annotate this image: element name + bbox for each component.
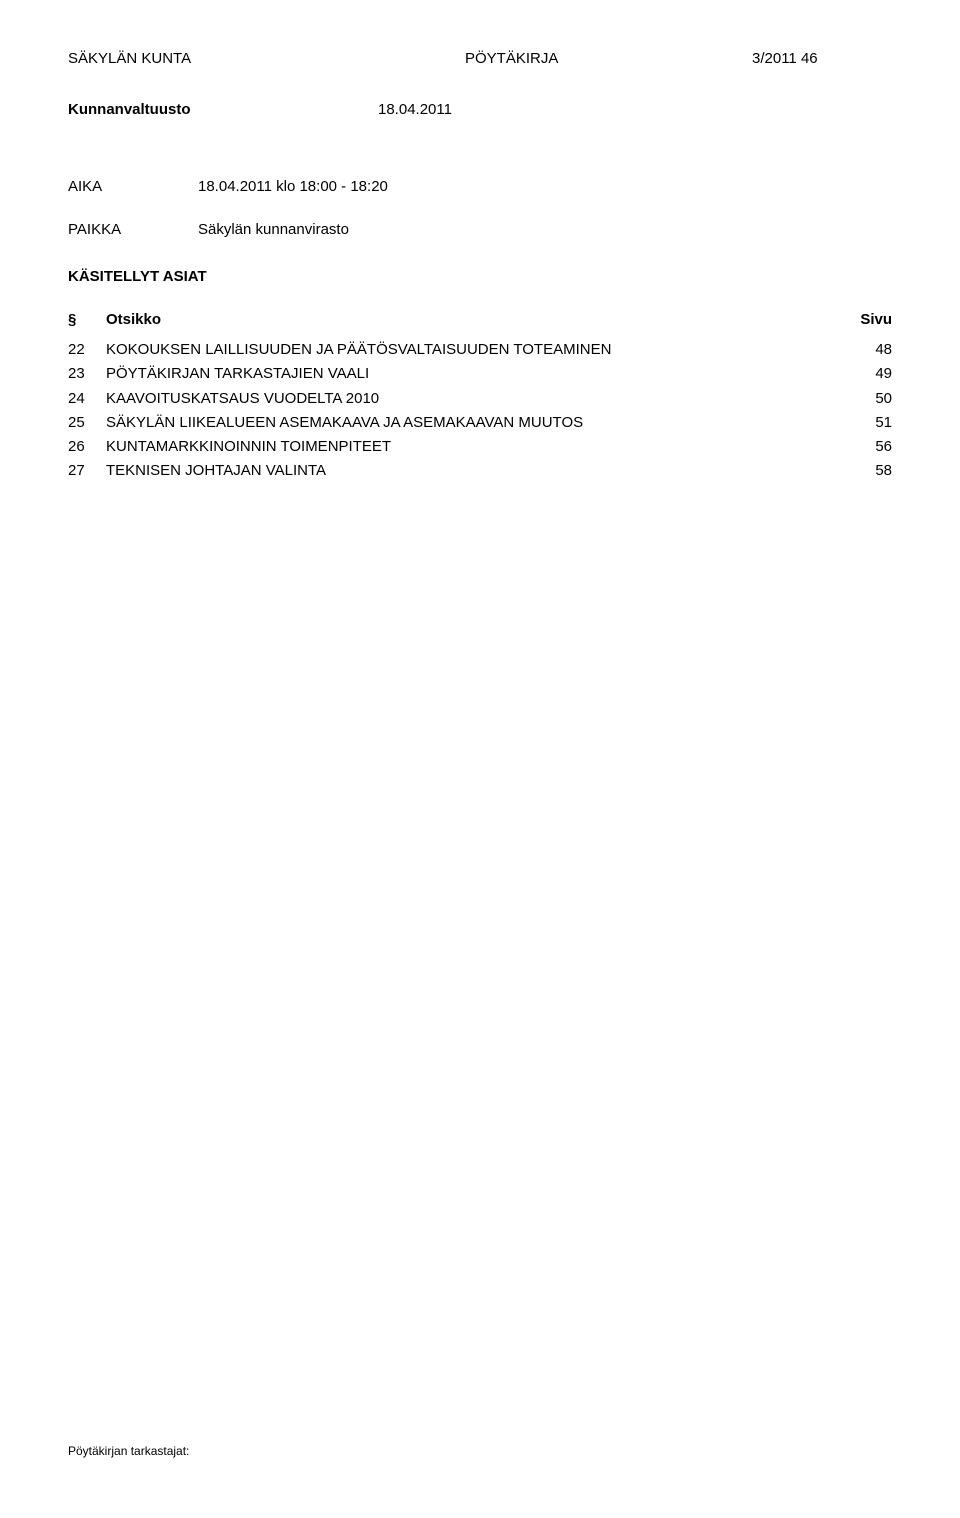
toc-header-title: Otsikko: [106, 311, 832, 328]
toc-num: 23: [68, 364, 106, 382]
sub-header: Kunnanvaltuusto 18.04.2011: [68, 101, 892, 118]
page-number: 46: [801, 50, 818, 67]
footer-text: Pöytäkirjan tarkastajat:: [68, 1444, 189, 1458]
toc-num: 26: [68, 437, 106, 455]
toc-row: 24 KAAVOITUSKATSAUS VUODELTA 2010 50: [68, 389, 892, 409]
toc-row: 22 KOKOUKSEN LAILLISUUDEN JA PÄÄTÖSVALTA…: [68, 340, 892, 360]
toc-num: 27: [68, 461, 106, 479]
time-label: AIKA: [68, 178, 198, 195]
toc-header-section: §: [68, 311, 106, 328]
body-name: Kunnanvaltuusto: [68, 101, 378, 118]
toc-title: SÄKYLÄN LIIKEALUEEN ASEMAKAAVA JA ASEMAK…: [106, 413, 832, 433]
agenda-heading: KÄSITELLYT ASIAT: [68, 268, 892, 285]
document-number: 3/2011: [752, 50, 797, 67]
toc-title: PÖYTÄKIRJAN TARKASTAJIEN VAALI: [106, 364, 832, 384]
document-type: PÖYTÄKIRJA: [465, 50, 665, 67]
toc-page: 56: [832, 437, 892, 455]
toc-title: KOKOUKSEN LAILLISUUDEN JA PÄÄTÖSVALTAISU…: [106, 340, 832, 360]
toc-row: 25 SÄKYLÄN LIIKEALUEEN ASEMAKAAVA JA ASE…: [68, 413, 892, 433]
toc-num: 24: [68, 389, 106, 407]
place-row: PAIKKA Säkylän kunnanvirasto: [68, 221, 892, 238]
meeting-date: 18.04.2011: [378, 101, 578, 118]
toc-row: 27 TEKNISEN JOHTAJAN VALINTA 58: [68, 461, 892, 481]
toc-page: 51: [832, 413, 892, 431]
toc-page: 50: [832, 389, 892, 407]
toc-num: 25: [68, 413, 106, 431]
document-header: SÄKYLÄN KUNTA PÖYTÄKIRJA 3/2011 46: [68, 50, 892, 67]
toc-row: 26 KUNTAMARKKINOINNIN TOIMENPITEET 56: [68, 437, 892, 457]
place-value: Säkylän kunnanvirasto: [198, 221, 349, 238]
municipality-name: SÄKYLÄN KUNTA: [68, 50, 378, 67]
toc-title: TEKNISEN JOHTAJAN VALINTA: [106, 461, 832, 481]
toc-header-page: Sivu: [832, 311, 892, 328]
toc-row: 23 PÖYTÄKIRJAN TARKASTAJIEN VAALI 49: [68, 364, 892, 384]
toc-page: 48: [832, 340, 892, 358]
toc-page: 58: [832, 461, 892, 479]
toc-title: KUNTAMARKKINOINNIN TOIMENPITEET: [106, 437, 832, 457]
place-label: PAIKKA: [68, 221, 198, 238]
toc-page: 49: [832, 364, 892, 382]
document-number-wrap: 3/2011 46: [752, 50, 892, 67]
toc-title: KAAVOITUSKATSAUS VUODELTA 2010: [106, 389, 832, 409]
toc-num: 22: [68, 340, 106, 358]
toc-header: § Otsikko Sivu: [68, 311, 892, 328]
time-value: 18.04.2011 klo 18:00 - 18:20: [198, 178, 388, 195]
time-row: AIKA 18.04.2011 klo 18:00 - 18:20: [68, 178, 892, 195]
